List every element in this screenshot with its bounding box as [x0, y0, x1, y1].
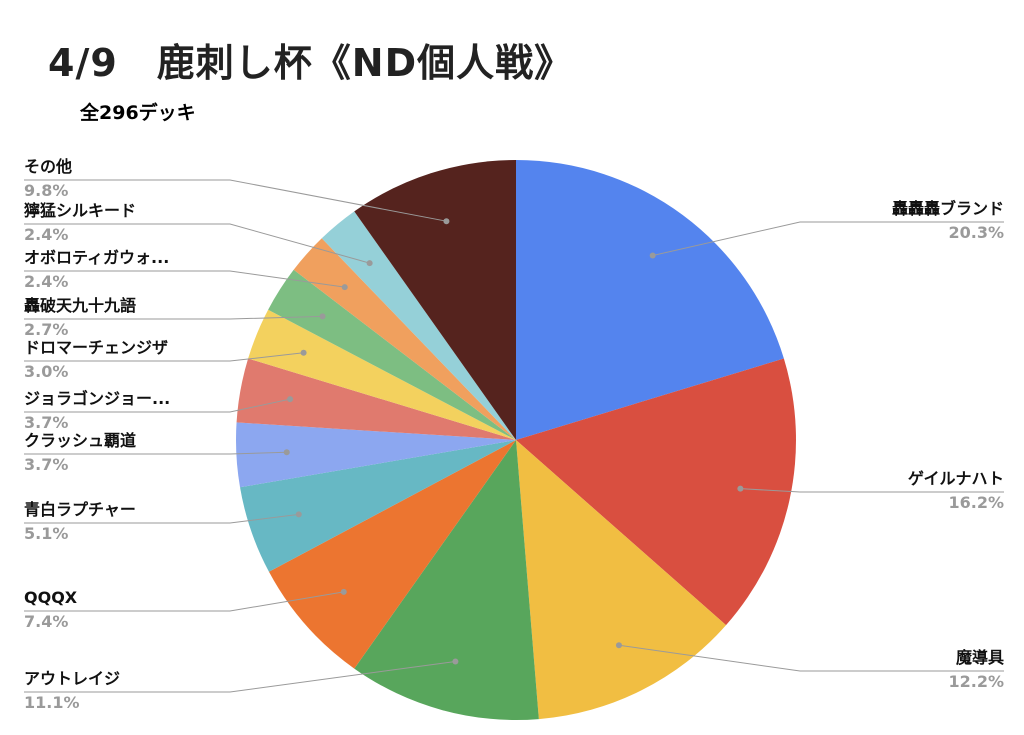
slice-label: 青白ラプチャー	[24, 500, 136, 519]
leader-line	[652, 221, 1004, 257]
slice-label: オボロティガウォ...	[24, 248, 169, 267]
pie-slice	[293, 238, 516, 440]
leader-line	[24, 591, 344, 612]
pie-slice	[240, 440, 516, 572]
slice-percent: 12.2%	[948, 672, 1004, 691]
slice-label: ドロマーチェンジザ	[24, 338, 168, 357]
pie-slice	[248, 309, 516, 440]
chart-title: 4/9 鹿刺し杯《ND個人戦》	[48, 41, 574, 85]
slice-label: クラッシュ覇道	[24, 431, 136, 450]
slice-percent: 2.7%	[24, 320, 68, 339]
slice-percent: 2.4%	[24, 272, 68, 291]
slice-label: 轟轟轟ブランド	[892, 199, 1004, 218]
slice-label: 魔導具	[956, 648, 1004, 667]
slice-label: その他	[24, 157, 72, 176]
pie-slice	[321, 211, 516, 440]
pie-slice	[516, 358, 797, 626]
slice-label: QQQX	[24, 588, 78, 607]
leader-line	[24, 660, 456, 693]
leader-line	[618, 644, 1004, 672]
chart-subtitle: 全296デッキ	[80, 102, 196, 124]
leader-line	[24, 513, 299, 524]
leader-line	[24, 451, 287, 455]
slice-percent: 3.0%	[24, 362, 68, 381]
slice-percent: 20.3%	[948, 223, 1004, 242]
pie-slice	[235, 422, 516, 488]
pie-slice	[268, 269, 516, 440]
leader-line	[24, 223, 370, 264]
leader-line	[740, 488, 1004, 493]
pie-slice	[354, 160, 516, 440]
leader-line	[24, 315, 323, 320]
slice-percent: 7.4%	[24, 612, 68, 631]
leader-line	[24, 270, 345, 288]
slice-label: 獰猛シルキード	[24, 201, 136, 220]
slice-label: ジョラゴンジョー...	[24, 389, 170, 408]
slice-percent: 5.1%	[24, 524, 68, 543]
slice-label: 轟破天九十九語	[24, 296, 136, 315]
leader-line	[24, 179, 447, 222]
leader-line	[24, 398, 291, 413]
slice-percent: 16.2%	[948, 493, 1004, 512]
slice-percent: 2.4%	[24, 225, 68, 244]
pie-slice	[236, 358, 517, 440]
slice-percent: 3.7%	[24, 413, 68, 432]
slice-label: ゲイルナハト	[908, 469, 1004, 488]
pie-slice	[354, 440, 539, 721]
slice-label: アウトレイジ	[24, 669, 120, 688]
pie-slice	[516, 440, 727, 720]
slice-percent: 9.8%	[24, 181, 68, 200]
slice-percent: 3.7%	[24, 455, 68, 474]
pie-slice	[268, 440, 516, 669]
slice-percent: 11.1%	[24, 693, 80, 712]
pie-slice	[516, 160, 784, 440]
leader-line	[24, 352, 304, 362]
